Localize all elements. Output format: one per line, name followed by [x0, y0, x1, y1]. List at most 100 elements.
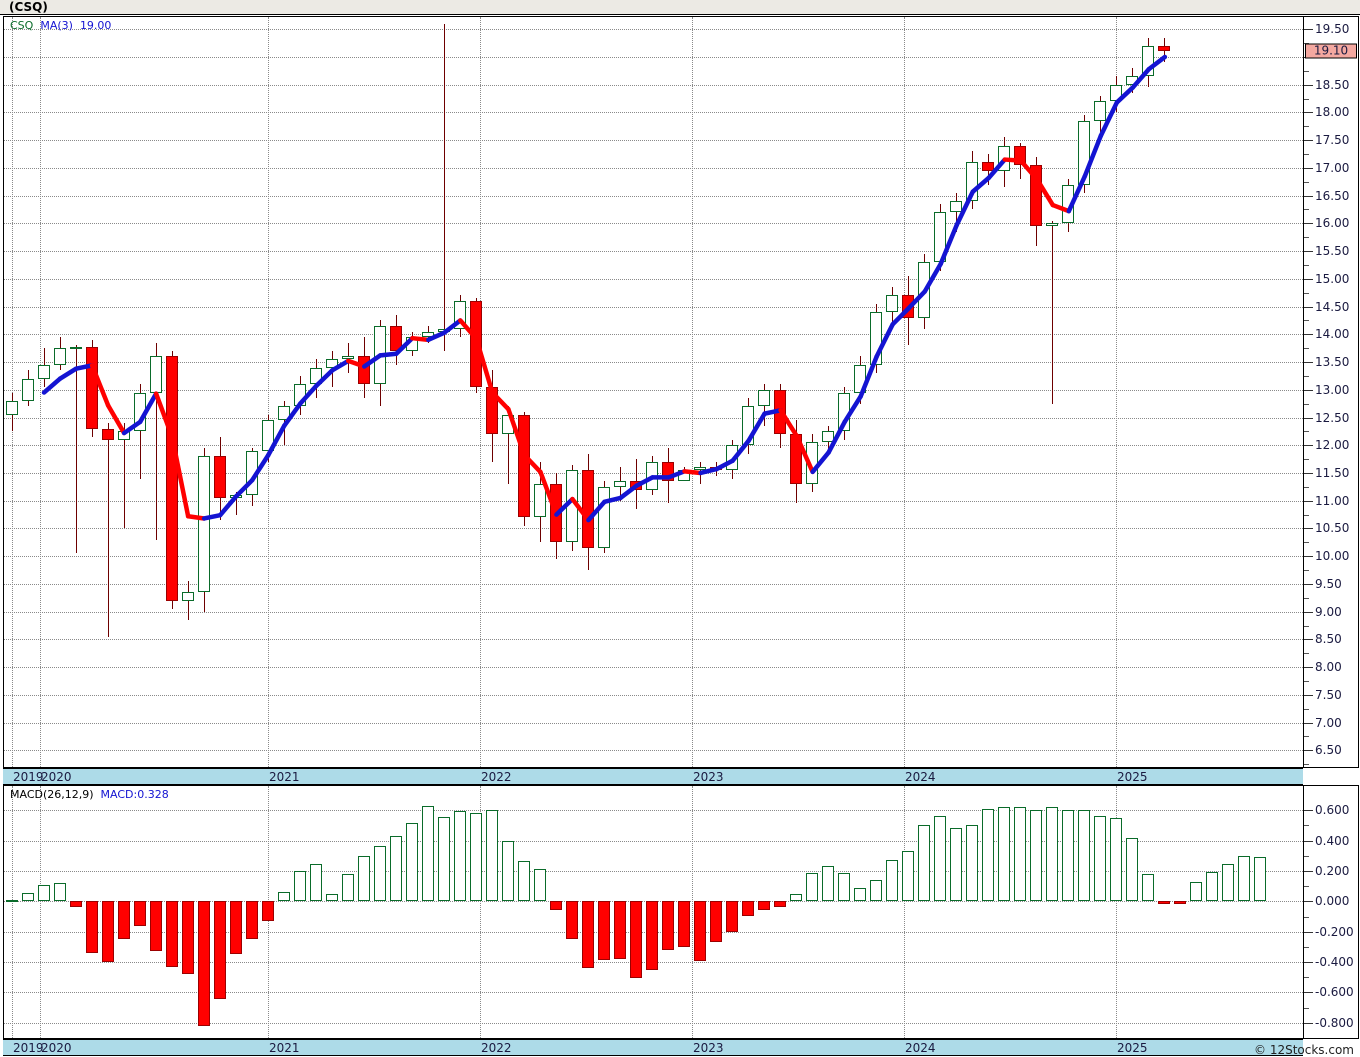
price-tick: [1304, 334, 1313, 336]
macd-bar: [486, 809, 498, 902]
price-tick: [1304, 445, 1313, 447]
legend-ma-label: MA(3): [40, 19, 73, 32]
price-tick: [1304, 667, 1313, 669]
macd-bar: [342, 874, 354, 902]
macd-bar: [70, 901, 82, 907]
price-tick-label: 17.50: [1315, 133, 1350, 148]
price-minor-tick: [1304, 514, 1309, 516]
candle-body: [182, 592, 194, 601]
ma-segment: [233, 477, 255, 499]
macd-tick-label: -0.200: [1315, 924, 1354, 939]
date-axis-bottom: 2019 2020 2021 2022 2023 2024 2025: [3, 1039, 1303, 1056]
price-tick: [1304, 472, 1313, 474]
macd-bar: [262, 901, 274, 922]
macd-bar: [774, 901, 786, 907]
candle-wick: [107, 423, 109, 637]
candle-wick: [123, 423, 125, 529]
ma-segment: [346, 358, 367, 369]
price-tick: [1304, 251, 1313, 253]
macd-bar: [390, 836, 402, 902]
price-tick: [1304, 639, 1313, 641]
price-tick-label: 15.50: [1315, 244, 1350, 259]
macd-tick-label: 0.400: [1315, 833, 1350, 848]
macd-bar: [230, 901, 242, 955]
macd-bar: [582, 901, 594, 969]
ma-segment: [201, 512, 223, 521]
price-minor-tick: [1304, 348, 1309, 350]
macd-tick-label: 0.200: [1315, 864, 1350, 878]
macd-bar: [1142, 874, 1154, 902]
year-label-bottom: 2024: [905, 1041, 936, 1055]
ma-segment: [698, 466, 719, 476]
macd-bar: [998, 807, 1010, 902]
price-tick-label: 11.50: [1315, 465, 1350, 480]
macd-bar: [134, 901, 146, 926]
year-label-top: 2021: [269, 770, 300, 784]
macd-bar: [662, 901, 674, 950]
price-tick-label: 7.50: [1315, 687, 1342, 702]
ma-segment: [474, 336, 495, 395]
macd-chart-pane[interactable]: MACD(26,12,9) MACD:0.328: [3, 785, 1303, 1039]
price-tick: [1304, 417, 1313, 419]
price-chart-pane[interactable]: CSQ MA(3) 19.00: [3, 16, 1303, 768]
price-tick: [1304, 223, 1313, 225]
price-tick-label: 14.00: [1315, 327, 1350, 342]
year-label-bottom: 2019: [13, 1041, 44, 1055]
price-minor-tick: [1304, 375, 1309, 377]
macd-tick-label: -0.400: [1315, 955, 1354, 970]
macd-bar: [646, 901, 658, 970]
ma-segment: [169, 434, 191, 519]
macd-bar: [870, 880, 882, 902]
price-minor-tick: [1304, 542, 1309, 544]
price-minor-tick: [1304, 431, 1309, 433]
candle-body: [534, 484, 546, 518]
macd-bar: [598, 901, 610, 960]
candle-body: [38, 364, 50, 379]
ma-segment: [970, 175, 992, 194]
ma-segment: [1066, 173, 1088, 214]
macd-bar: [102, 901, 114, 963]
ma-segment: [313, 368, 335, 389]
macd-bar: [278, 892, 290, 902]
price-tick: [1304, 389, 1313, 391]
price-tick: [1304, 195, 1313, 197]
macd-bar: [118, 901, 130, 940]
price-tick-label: 18.00: [1315, 105, 1350, 120]
price-minor-tick: [1304, 292, 1309, 294]
macd-minor-tick: [1304, 946, 1309, 948]
macd-bar: [950, 827, 962, 902]
candle-body: [262, 420, 274, 451]
price-tick: [1304, 84, 1313, 86]
ma-segment: [1034, 176, 1056, 208]
ma-segment: [826, 419, 847, 455]
macd-bar: [806, 873, 818, 902]
macd-bar: [166, 901, 178, 967]
ma-segment: [105, 403, 127, 436]
price-tick-label: 12.50: [1315, 410, 1350, 425]
macd-bar: [1158, 901, 1170, 905]
price-tick: [1304, 611, 1313, 613]
ma-segment: [954, 189, 975, 228]
candle-wick: [955, 192, 957, 232]
macd-legend: MACD(26,12,9) MACD:0.328: [10, 788, 169, 801]
ma-segment: [57, 366, 79, 381]
macd-bar: [918, 824, 930, 902]
price-tick-label: 15.00: [1315, 271, 1350, 286]
macd-bar: [1062, 810, 1074, 902]
macd-bar: [838, 872, 850, 902]
macd-bar: [1222, 864, 1234, 902]
price-tick-label: 13.00: [1315, 382, 1350, 397]
ma-segment: [265, 423, 287, 458]
macd-bar: [518, 861, 530, 902]
macd-bar: [1254, 856, 1266, 902]
macd-bar: [902, 851, 914, 902]
ma-segment: [330, 358, 351, 373]
price-minor-tick: [1304, 708, 1309, 710]
ma-segment: [874, 322, 895, 359]
candle-body: [1158, 45, 1170, 52]
macd-bar: [198, 901, 210, 1026]
macd-bar: [710, 901, 722, 942]
macd-bar: [438, 817, 450, 902]
price-minor-tick: [1304, 486, 1309, 488]
macd-bar: [6, 899, 18, 902]
